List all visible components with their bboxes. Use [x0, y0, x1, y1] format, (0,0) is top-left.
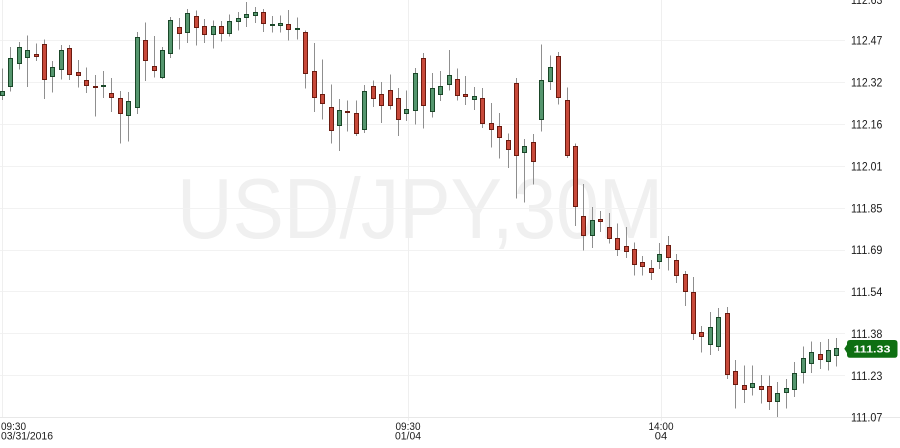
svg-text:111.33: 111.33	[854, 343, 891, 355]
svg-text:01/04: 01/04	[395, 431, 421, 443]
svg-text:111.38: 111.38	[851, 327, 883, 341]
svg-text:111.69: 111.69	[851, 243, 883, 257]
svg-text:USD/JPY,30M: USD/JPY,30M	[177, 162, 663, 257]
svg-text:112.63: 112.63	[851, 0, 883, 7]
svg-text:112.32: 112.32	[851, 76, 883, 90]
svg-text:111.54: 111.54	[851, 285, 883, 299]
svg-text:03/31/2016: 03/31/2016	[1, 431, 53, 443]
svg-text:112.01: 112.01	[851, 159, 883, 173]
svg-text:112.47: 112.47	[851, 34, 883, 48]
svg-text:111.07: 111.07	[851, 411, 883, 425]
svg-text:04: 04	[655, 431, 667, 443]
svg-text:111.85: 111.85	[851, 201, 883, 215]
svg-text:09:30: 09:30	[396, 421, 421, 433]
svg-text:111.23: 111.23	[851, 369, 883, 383]
svg-text:09:30: 09:30	[1, 421, 26, 433]
svg-text:112.16: 112.16	[851, 118, 883, 132]
svg-text:14:00: 14:00	[649, 421, 674, 433]
